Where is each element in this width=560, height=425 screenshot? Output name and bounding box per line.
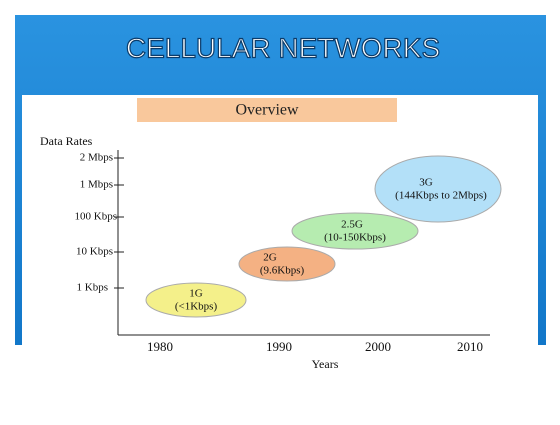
x-axis-title: Years	[312, 357, 339, 371]
bubble-1g	[145, 282, 247, 318]
overview-box	[137, 98, 397, 122]
y-label: 10 Kbps	[76, 246, 113, 258]
bubble-3g	[374, 155, 502, 223]
y-label: 100 Kbps	[75, 211, 117, 223]
x-label: 2010	[457, 339, 483, 354]
y-axis-title: Data Rates	[40, 134, 93, 148]
y-label: 1 Kbps	[77, 282, 108, 294]
x-label: 1980	[147, 339, 173, 354]
bubble-detail: (10-150Kbps)	[324, 232, 386, 244]
bubble-name: 3G	[419, 177, 433, 189]
slide-title: CELLULAR NETWORKS	[126, 32, 440, 63]
bubble-detail: (9.6Kbps)	[260, 265, 305, 277]
overview-label: Overview	[235, 102, 299, 119]
bubble-detail: (144Kbps to 2Mbps)	[395, 190, 487, 202]
bubble-name: 2G	[263, 252, 277, 264]
bubble-detail: (<1Kbps)	[175, 301, 218, 313]
bubble-name: 2.5G	[341, 219, 363, 231]
y-label: 1 Mbps	[80, 179, 113, 191]
bubble-2-5g	[291, 212, 419, 250]
x-label: 2000	[365, 339, 391, 354]
y-label: 2 Mbps	[80, 152, 113, 164]
bubble-2g	[238, 246, 336, 282]
x-label: 1990	[266, 339, 292, 354]
bubble-name: 1G	[189, 288, 203, 300]
